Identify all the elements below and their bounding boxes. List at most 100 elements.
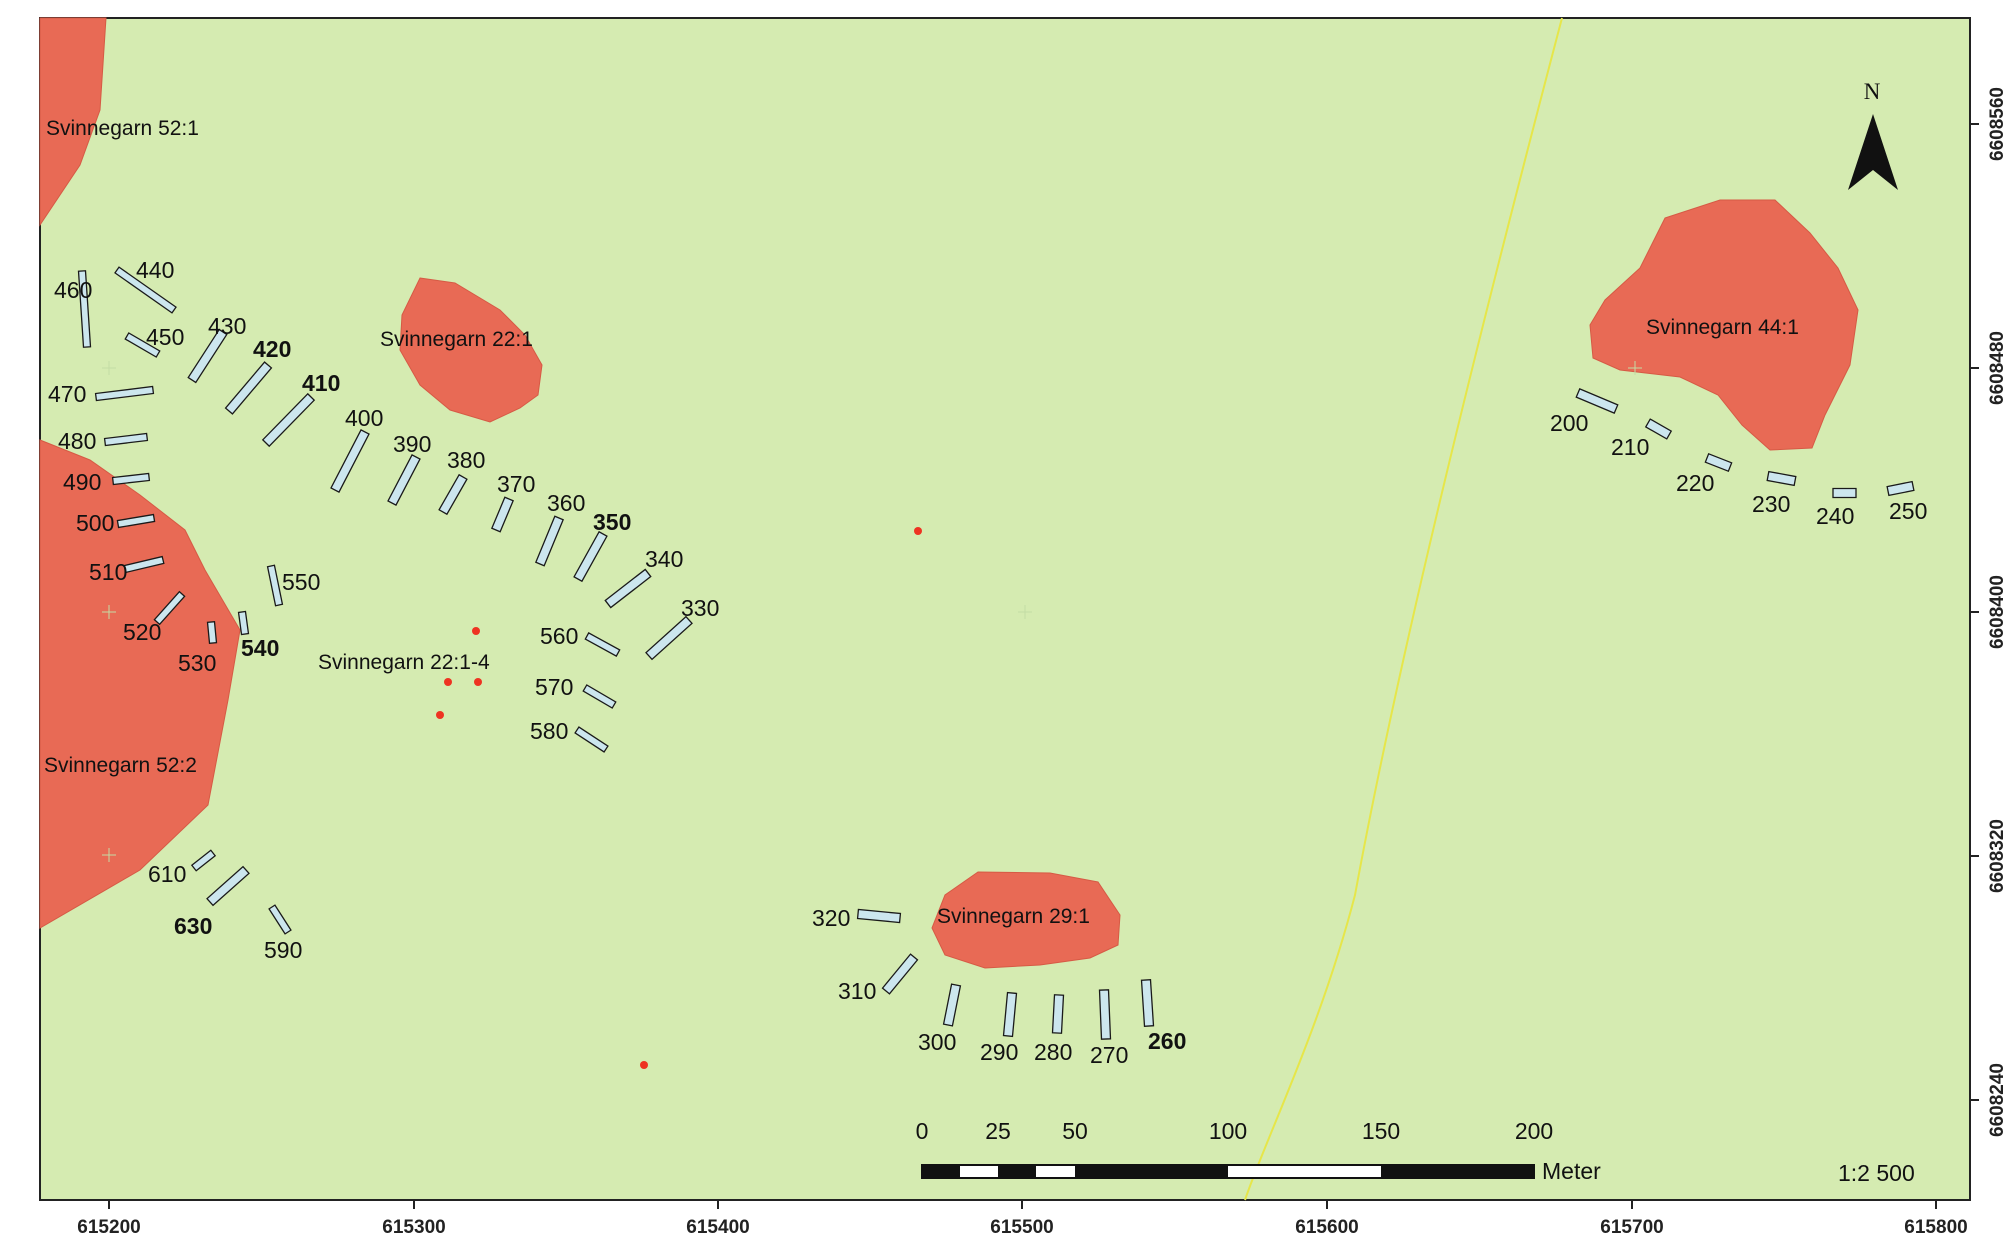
y-tick-label: 6608480 (1987, 331, 2008, 405)
trench (114, 266, 177, 314)
trench-label: 210 (1611, 434, 1649, 460)
trench-label: 290 (980, 1039, 1018, 1065)
trench-label: 540 (241, 635, 279, 661)
trench-label: 480 (58, 428, 96, 454)
trench (1051, 994, 1065, 1034)
find-point (444, 678, 452, 686)
trench (94, 385, 155, 402)
trench (645, 615, 693, 661)
trench-label: 200 (1550, 410, 1588, 436)
trench (77, 270, 92, 348)
site-label: Svinnegarn 52:1 (46, 117, 199, 140)
trench (261, 392, 316, 448)
site-label: Svinnegarn 44:1 (1646, 316, 1799, 339)
scale-tick-label: 50 (1062, 1118, 1088, 1144)
x-tick-label: 615500 (990, 1217, 1053, 1238)
grid-cross (102, 605, 116, 619)
trench (1886, 480, 1915, 497)
site-svinnegarn-44-1-area (1589, 199, 1859, 451)
trench-label: 300 (918, 1029, 956, 1055)
site-label: Svinnegarn 29:1 (937, 905, 1090, 928)
trench-label: 560 (540, 623, 578, 649)
trench (1575, 388, 1619, 414)
trench (1832, 487, 1857, 499)
trench-label: 390 (393, 431, 431, 457)
y-tick-label: 6608320 (1987, 819, 2008, 893)
trench (534, 515, 565, 567)
trench-label: 460 (54, 277, 92, 303)
trench (1766, 470, 1797, 487)
trench-label: 440 (136, 257, 174, 283)
trench-label: 610 (148, 861, 186, 887)
trench (584, 632, 621, 657)
y-tick-label: 6608400 (1987, 575, 2008, 649)
x-tick-label: 615800 (1904, 1217, 1967, 1238)
trench (574, 726, 609, 753)
trench (330, 429, 370, 493)
trench (206, 620, 218, 645)
x-tick-label: 615200 (77, 1217, 140, 1238)
trench (116, 513, 156, 529)
scale-bar-segment (1075, 1165, 1228, 1178)
site-svinnegarn-52-1-area (39, 17, 107, 227)
trench-label: 500 (76, 510, 114, 536)
trench (1140, 979, 1155, 1027)
site-svinnegarn-22-1-area (399, 277, 543, 423)
trench (942, 983, 962, 1027)
site-label: Svinnegarn 52:2 (44, 754, 197, 777)
trench-label: 590 (264, 937, 302, 963)
scale-tick-label: 0 (916, 1118, 929, 1144)
trench-label: 530 (178, 650, 216, 676)
site-svinnegarn-29-1-area (931, 871, 1121, 969)
trench-label: 430 (208, 313, 246, 339)
grid-cross (102, 361, 116, 375)
trench-label: 510 (89, 559, 127, 585)
trench (582, 684, 617, 709)
trench (1098, 989, 1112, 1040)
trench (1644, 418, 1673, 440)
trench-label: 400 (345, 405, 383, 431)
north-arrow-label: N (1864, 79, 1881, 104)
trench-label: 570 (535, 674, 573, 700)
trench (187, 328, 228, 384)
trench (190, 849, 217, 872)
x-tick-label: 615600 (1295, 1217, 1358, 1238)
y-tick-label: 6608560 (1987, 87, 2008, 161)
scale-tick-label: 150 (1362, 1118, 1400, 1144)
trench (268, 904, 292, 935)
map-frame (39, 17, 1971, 1201)
trench-label: 280 (1034, 1039, 1072, 1065)
trench (1002, 991, 1018, 1038)
site-label: Svinnegarn 22:1-4 (318, 651, 490, 674)
trench (573, 530, 608, 583)
trench (153, 590, 186, 626)
north-arrow: N (1848, 79, 1898, 190)
grid-cross (1628, 361, 1642, 375)
trench (856, 908, 902, 924)
trench-label: 520 (123, 619, 161, 645)
trench-label: 360 (547, 490, 585, 516)
trench (387, 454, 421, 506)
north-arrow-icon (1848, 114, 1898, 190)
trench (237, 610, 250, 636)
trench (881, 953, 919, 995)
trench-label: 320 (812, 905, 850, 931)
scale-bar-segment (922, 1165, 960, 1178)
trench (438, 473, 468, 516)
trench-label: 250 (1889, 498, 1927, 524)
trench-label: 550 (282, 569, 320, 595)
scale-tick-label: 200 (1515, 1118, 1553, 1144)
trench-label: 340 (645, 546, 683, 572)
trench-label: 380 (447, 447, 485, 473)
scale-bar-segment (998, 1165, 1036, 1178)
trench (111, 472, 151, 486)
trench-label: 350 (593, 509, 631, 535)
trench-label: 270 (1090, 1042, 1128, 1068)
grid-cross (1018, 605, 1032, 619)
scale-unit: Meter (1542, 1158, 1601, 1184)
trench-label: 420 (253, 336, 291, 362)
scale-ratio: 1:2 500 (1838, 1160, 1915, 1186)
x-tick-label: 615700 (1600, 1217, 1663, 1238)
find-point (472, 627, 480, 635)
